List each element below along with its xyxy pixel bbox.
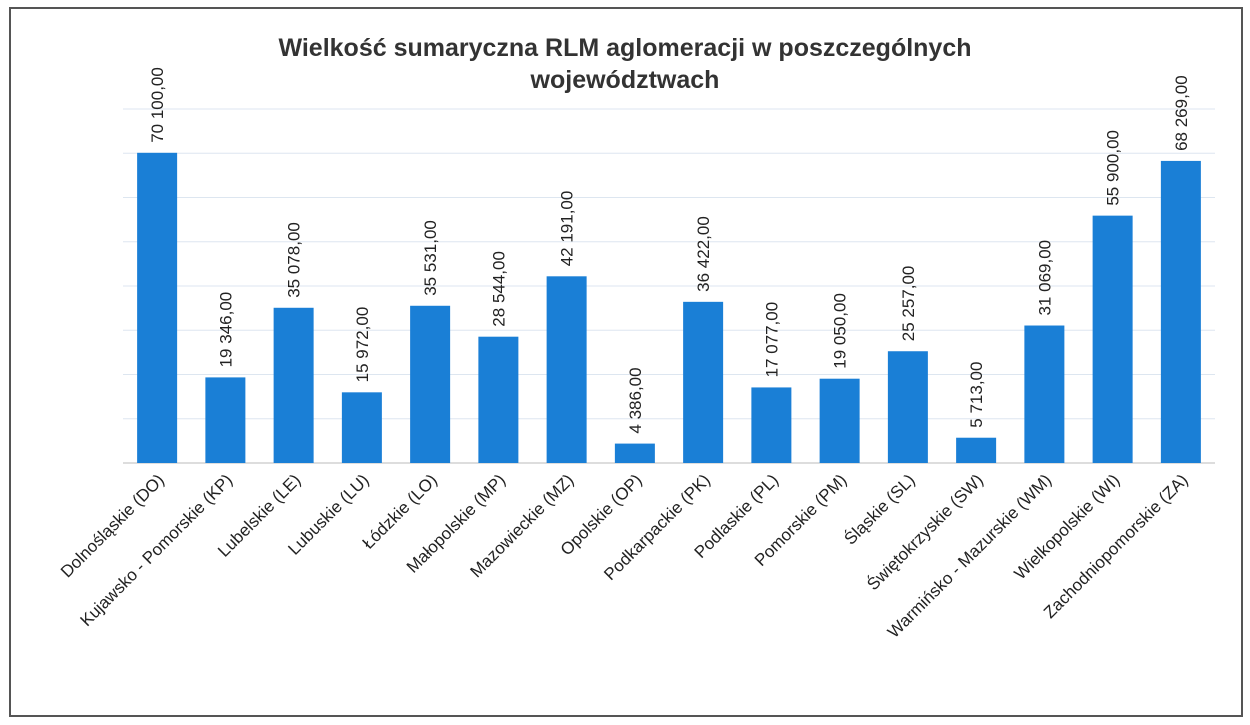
bar (956, 437, 997, 463)
value-label: 68 269,00 (1172, 75, 1191, 151)
bar (1092, 215, 1133, 463)
value-label: 5 713,00 (967, 362, 986, 428)
bar (137, 152, 178, 463)
bar (614, 443, 655, 463)
chart-title: Wielkość sumaryczna RLM aglomeracji w po… (278, 34, 972, 94)
value-label: 28 544,00 (489, 251, 508, 327)
value-label: 19 050,00 (831, 293, 850, 369)
value-label: 4 386,00 (626, 367, 645, 433)
value-label: 35 531,00 (421, 220, 440, 296)
value-label: 35 078,00 (285, 222, 304, 298)
bar (273, 307, 314, 463)
chart-border (9, 7, 1243, 717)
bar (341, 392, 382, 463)
x-tick-label: Świętokrzyskie (SW) (863, 470, 987, 594)
value-label: 36 422,00 (694, 216, 713, 292)
value-label: 55 900,00 (1104, 130, 1123, 206)
bar (1024, 325, 1065, 463)
value-label: 70 100,00 (148, 67, 167, 143)
bar (887, 351, 928, 463)
bar (1160, 160, 1201, 463)
bar (751, 387, 792, 463)
value-label: 31 069,00 (1035, 240, 1054, 316)
bar (410, 305, 451, 463)
x-tick-label: Zachodniopomorskie (ZA) (1040, 470, 1192, 622)
value-label: 17 077,00 (762, 302, 781, 378)
value-label: 42 191,00 (558, 191, 577, 267)
bar (546, 276, 587, 463)
bar (683, 301, 724, 463)
bar (478, 336, 519, 463)
value-label: 15 972,00 (353, 307, 372, 383)
value-label: 19 346,00 (216, 292, 235, 368)
bar (205, 377, 246, 463)
bar (819, 378, 860, 463)
value-label: 25 257,00 (899, 266, 918, 342)
